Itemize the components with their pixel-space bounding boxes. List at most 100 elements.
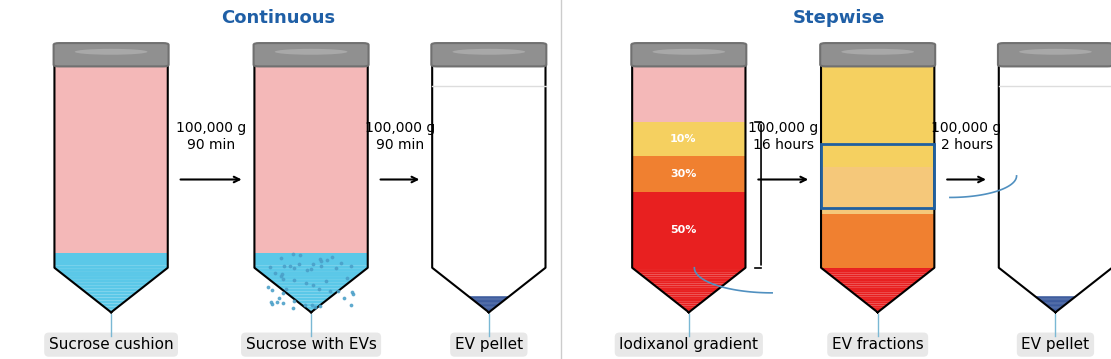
- Point: [323, 254, 341, 260]
- Polygon shape: [54, 197, 168, 206]
- Polygon shape: [632, 143, 745, 144]
- Polygon shape: [254, 150, 368, 159]
- Polygon shape: [254, 225, 368, 234]
- Polygon shape: [999, 215, 1111, 227]
- Polygon shape: [821, 85, 934, 90]
- Polygon shape: [647, 279, 731, 281]
- Text: EV fractions: EV fractions: [832, 337, 923, 352]
- Point: [298, 267, 316, 272]
- Polygon shape: [439, 273, 539, 285]
- Polygon shape: [821, 116, 934, 121]
- Polygon shape: [821, 126, 934, 131]
- Polygon shape: [632, 237, 745, 241]
- Polygon shape: [821, 202, 934, 205]
- Polygon shape: [1039, 299, 1072, 300]
- Polygon shape: [999, 146, 1111, 157]
- Polygon shape: [632, 207, 745, 211]
- Polygon shape: [643, 277, 734, 279]
- Polygon shape: [59, 271, 163, 274]
- Polygon shape: [432, 99, 546, 111]
- Polygon shape: [821, 254, 934, 257]
- Point: [343, 289, 361, 294]
- Polygon shape: [867, 303, 889, 306]
- Text: Sucrose cushion: Sucrose cushion: [49, 337, 173, 352]
- Polygon shape: [821, 257, 934, 260]
- Polygon shape: [432, 169, 546, 180]
- Polygon shape: [469, 297, 509, 298]
- Polygon shape: [632, 234, 745, 237]
- Polygon shape: [821, 106, 934, 111]
- Polygon shape: [632, 222, 745, 226]
- Polygon shape: [254, 74, 368, 84]
- Polygon shape: [632, 125, 745, 127]
- Polygon shape: [632, 119, 745, 122]
- Polygon shape: [632, 132, 745, 134]
- Polygon shape: [632, 253, 745, 256]
- Polygon shape: [254, 131, 368, 140]
- Polygon shape: [999, 192, 1111, 204]
- Polygon shape: [54, 265, 168, 268]
- Polygon shape: [632, 136, 745, 137]
- Polygon shape: [1050, 308, 1061, 309]
- Polygon shape: [999, 238, 1111, 250]
- Polygon shape: [54, 234, 168, 244]
- Polygon shape: [821, 191, 934, 193]
- Polygon shape: [308, 309, 314, 312]
- Polygon shape: [1049, 307, 1062, 308]
- Polygon shape: [486, 310, 492, 311]
- Polygon shape: [54, 262, 168, 265]
- Polygon shape: [632, 82, 745, 85]
- Polygon shape: [821, 225, 934, 227]
- Polygon shape: [81, 289, 141, 292]
- Polygon shape: [821, 246, 934, 249]
- Polygon shape: [632, 149, 745, 151]
- Point: [312, 258, 330, 264]
- Polygon shape: [632, 219, 745, 222]
- Polygon shape: [872, 308, 883, 310]
- Polygon shape: [821, 252, 934, 254]
- Point: [267, 271, 284, 276]
- Point: [274, 300, 292, 306]
- Polygon shape: [632, 67, 745, 70]
- Polygon shape: [821, 101, 934, 106]
- Point: [332, 260, 350, 266]
- Polygon shape: [254, 93, 368, 102]
- Polygon shape: [635, 270, 742, 272]
- Polygon shape: [821, 167, 934, 169]
- Point: [311, 303, 329, 309]
- Polygon shape: [1037, 298, 1074, 299]
- Polygon shape: [821, 268, 934, 270]
- Polygon shape: [1035, 297, 1075, 298]
- Polygon shape: [254, 178, 368, 187]
- Polygon shape: [849, 290, 907, 292]
- Polygon shape: [273, 283, 349, 286]
- Point: [312, 263, 330, 269]
- Point: [281, 263, 299, 269]
- Polygon shape: [632, 169, 745, 171]
- Polygon shape: [999, 204, 1111, 215]
- Text: Sucrose with EVs: Sucrose with EVs: [246, 337, 377, 352]
- Polygon shape: [73, 283, 149, 286]
- Polygon shape: [832, 277, 923, 279]
- Polygon shape: [632, 141, 745, 143]
- Polygon shape: [54, 131, 168, 140]
- Polygon shape: [483, 308, 494, 309]
- Polygon shape: [1044, 303, 1067, 304]
- Polygon shape: [54, 216, 168, 225]
- Polygon shape: [254, 206, 368, 216]
- Polygon shape: [632, 73, 745, 76]
- Polygon shape: [632, 178, 745, 180]
- Polygon shape: [821, 222, 934, 225]
- Polygon shape: [632, 111, 745, 113]
- Polygon shape: [821, 183, 934, 186]
- Polygon shape: [254, 168, 368, 178]
- Polygon shape: [821, 238, 934, 241]
- Polygon shape: [1052, 310, 1059, 311]
- Polygon shape: [632, 85, 745, 88]
- Polygon shape: [254, 253, 368, 256]
- Polygon shape: [632, 196, 745, 200]
- Polygon shape: [821, 95, 934, 101]
- Polygon shape: [62, 274, 160, 277]
- Polygon shape: [432, 261, 546, 273]
- Polygon shape: [432, 238, 546, 250]
